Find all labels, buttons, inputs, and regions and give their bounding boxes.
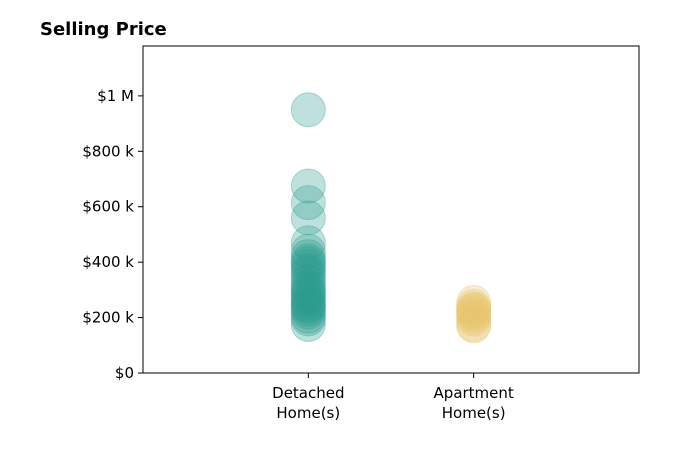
data-point [290, 294, 326, 330]
data-point [456, 284, 492, 320]
data-point [290, 288, 326, 324]
x-tick-label: Home(s) [276, 404, 340, 422]
data-point [290, 168, 326, 204]
data-point [456, 293, 492, 329]
data-point [290, 243, 326, 279]
data-point [290, 307, 326, 343]
data-point [456, 295, 492, 331]
data-point [290, 276, 326, 312]
data-point [456, 301, 492, 337]
data-point [456, 298, 492, 334]
data-point [456, 307, 492, 343]
data-point [290, 185, 326, 221]
x-tick-label: Home(s) [442, 404, 506, 422]
data-point [290, 92, 326, 128]
data-point [290, 268, 326, 304]
y-tick-label: $200 k [82, 309, 134, 327]
y-tick-label: $800 k [82, 142, 134, 160]
data-point [290, 252, 326, 288]
data-point [290, 225, 326, 261]
y-tick-label: $0 [115, 364, 134, 382]
data-point [290, 255, 326, 291]
data-point [456, 288, 492, 324]
data-point [290, 264, 326, 300]
y-tick-label: $400 k [82, 253, 134, 271]
data-point [290, 248, 326, 284]
data-point [290, 282, 326, 318]
points-layer [290, 92, 492, 344]
data-point [290, 239, 326, 275]
data-point [456, 291, 492, 327]
data-point [290, 284, 326, 320]
data-point [290, 246, 326, 282]
data-point [290, 273, 326, 309]
chart-title: Selling Price [40, 19, 167, 40]
data-point [290, 287, 326, 323]
y-tick-label: $600 k [82, 198, 134, 216]
data-point [290, 279, 326, 315]
data-point [290, 298, 326, 334]
data-point [290, 259, 326, 295]
x-tick-label: Detached [272, 384, 344, 402]
y-axis-ticks: $0 $200 k $400 k $600 k $800 k $1 M [82, 87, 143, 382]
data-point [290, 233, 326, 269]
data-point [290, 200, 326, 236]
data-point [290, 301, 326, 337]
x-axis-ticks: Detached Home(s) Apartment Home(s) [272, 373, 514, 422]
data-point [290, 291, 326, 327]
x-tick-label: Apartment [434, 384, 514, 402]
data-point [290, 270, 326, 306]
plot-frame [142, 45, 640, 374]
data-point [456, 308, 492, 344]
y-tick-label: $1 M [97, 87, 134, 105]
